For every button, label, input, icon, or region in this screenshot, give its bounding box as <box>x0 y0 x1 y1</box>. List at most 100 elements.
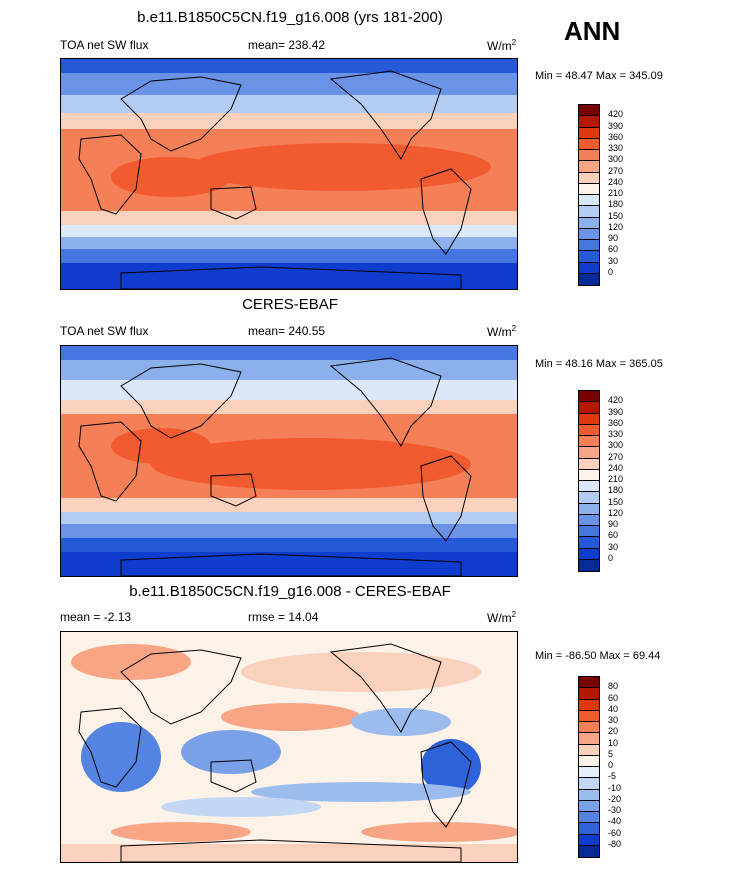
colorbar-cell <box>579 688 599 700</box>
panel-1-minmax: Min = 48.47 Max = 345.09 <box>535 70 663 82</box>
colorbar-tick-label: 210 <box>608 188 624 198</box>
panel-1-map-svg <box>61 59 517 289</box>
colorbar-tick-label: 40 <box>608 703 619 714</box>
colorbar-cell <box>579 834 599 846</box>
panel-3-colorbar <box>578 676 600 858</box>
colorbar-cell <box>579 845 599 857</box>
colorbar-tick-label: -5 <box>608 771 617 782</box>
colorbar-tick-label: 150 <box>608 210 624 221</box>
panel-1-left-label: TOA net SW flux <box>60 38 149 52</box>
colorbar-cell <box>579 548 599 560</box>
colorbar-tick-label: 5 <box>608 748 614 759</box>
colorbar-tick-label: -40 <box>608 816 622 827</box>
colorbar-cell <box>579 413 599 425</box>
panel-2-map-svg <box>61 346 517 576</box>
colorbar-tick-label: 90 <box>608 233 619 243</box>
colorbar-cell <box>579 116 599 128</box>
colorbar-cell <box>579 559 599 571</box>
colorbar-tick-label: 30 <box>608 255 619 266</box>
colorbar-cell <box>579 172 599 184</box>
panel-2-colorbar <box>578 390 600 572</box>
colorbar-tick-label: 210 <box>608 474 624 484</box>
colorbar-tick-label: 120 <box>608 221 624 232</box>
colorbar-cell <box>579 733 599 745</box>
colorbar-tick-label: -20 <box>608 793 622 804</box>
panel-3-center-label: rmse = 14.04 <box>248 610 319 624</box>
colorbar-tick-label: 30 <box>608 541 619 552</box>
colorbar-cell <box>579 217 599 229</box>
colorbar-cell <box>579 183 599 195</box>
colorbar-cell <box>579 755 599 767</box>
colorbar-tick-label: -60 <box>608 827 622 838</box>
colorbar-cell <box>579 228 599 240</box>
colorbar-cell <box>579 150 599 162</box>
colorbar-tick-label: 390 <box>608 406 624 417</box>
panel-1-center-label: mean= 238.42 <box>248 38 326 52</box>
panel-2-minmax: Min = 48.16 Max = 365.05 <box>535 358 663 370</box>
colorbar-cell <box>579 262 599 274</box>
colorbar-tick-label: 180 <box>608 485 624 496</box>
colorbar-tick-label: -80 <box>608 838 622 849</box>
colorbar-cell <box>579 812 599 824</box>
panel-1-map <box>60 58 518 290</box>
panel-3-left-label: mean = -2.13 <box>60 610 132 624</box>
colorbar-tick-label: 240 <box>608 176 624 187</box>
colorbar-cell <box>579 240 599 252</box>
colorbar-cell <box>579 699 599 711</box>
colorbar-cell <box>579 710 599 722</box>
colorbar-cell <box>579 436 599 448</box>
colorbar-cell <box>579 391 599 403</box>
panel-1-colorbar-labels: 420 390 360 330 300 270 240 210 180 150 120 90 60 30 0 <box>608 104 648 284</box>
colorbar-cell <box>579 800 599 812</box>
colorbar-tick-label: 20 <box>608 726 619 737</box>
colorbar-tick-label: 80 <box>608 681 619 692</box>
colorbar-cell <box>579 778 599 790</box>
colorbar-tick-label: 420 <box>608 395 624 406</box>
panel-2-colorbar-labels: 420 390 360 330 300 270 240 210 180 150 120 90 60 30 0 <box>608 390 648 570</box>
panel-2-left-label: TOA net SW flux <box>60 324 149 338</box>
colorbar-cell <box>579 138 599 150</box>
panel-2-map <box>60 345 518 577</box>
panel-1-units: W/m2 <box>487 38 517 53</box>
colorbar-tick-label: 300 <box>608 440 624 451</box>
colorbar-cell <box>579 161 599 173</box>
colorbar-cell <box>579 251 599 263</box>
panel-3-minmax: Min = -86.50 Max = 69.44 <box>535 650 661 662</box>
panel-3-map <box>60 631 518 863</box>
colorbar-tick-label: 360 <box>608 417 624 428</box>
panel-2-units: W/m2 <box>487 324 517 339</box>
colorbar-cell <box>579 767 599 779</box>
colorbar-tick-label: 240 <box>608 462 624 473</box>
season-label: ANN <box>564 16 621 46</box>
colorbar-tick-label: 10 <box>608 737 619 748</box>
colorbar-tick-label: 30 <box>608 715 619 725</box>
colorbar-cell <box>579 789 599 801</box>
colorbar-tick-label: 360 <box>608 131 624 142</box>
colorbar-cell <box>579 481 599 493</box>
colorbar-cell <box>579 492 599 504</box>
colorbar-cell <box>579 677 599 689</box>
colorbar-tick-label: 150 <box>608 496 624 507</box>
colorbar-tick-label: 90 <box>608 519 619 529</box>
colorbar-cell <box>579 206 599 218</box>
panel-3-title: b.e11.B1850C5CN.f19_g16.008 - CERES-EBAF <box>129 583 451 600</box>
colorbar-tick-label: -30 <box>608 805 622 815</box>
colorbar-tick-label: 60 <box>608 244 619 255</box>
colorbar-cell <box>579 195 599 207</box>
colorbar-tick-label: 0 <box>608 266 614 277</box>
panel-1-title: b.e11.B1850C5CN.f19_g16.008 (yrs 181-200… <box>137 9 443 26</box>
panel-1-colorbar <box>578 104 600 286</box>
colorbar-tick-label: 120 <box>608 507 624 518</box>
panel-3-colorbar-labels: 80 60 40 30 20 10 5 0 -5 -10 -20 -30 -40 -60 -80 <box>608 676 648 856</box>
colorbar-tick-label: -10 <box>608 782 622 793</box>
panel-2-title: CERES-EBAF <box>242 296 338 313</box>
colorbar-cell <box>579 469 599 481</box>
colorbar-cell <box>579 514 599 526</box>
colorbar-tick-label: 270 <box>608 165 624 176</box>
colorbar-cell <box>579 503 599 515</box>
colorbar-cell <box>579 127 599 139</box>
colorbar-tick-label: 60 <box>608 530 619 541</box>
colorbar-cell <box>579 744 599 756</box>
colorbar-cell <box>579 447 599 459</box>
colorbar-tick-label: 60 <box>608 692 619 703</box>
